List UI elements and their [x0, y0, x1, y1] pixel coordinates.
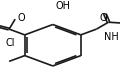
- Text: NH: NH: [104, 32, 119, 42]
- Text: O: O: [17, 13, 25, 23]
- Text: O: O: [100, 13, 108, 23]
- Text: OH: OH: [55, 1, 70, 11]
- Text: Cl: Cl: [5, 38, 15, 48]
